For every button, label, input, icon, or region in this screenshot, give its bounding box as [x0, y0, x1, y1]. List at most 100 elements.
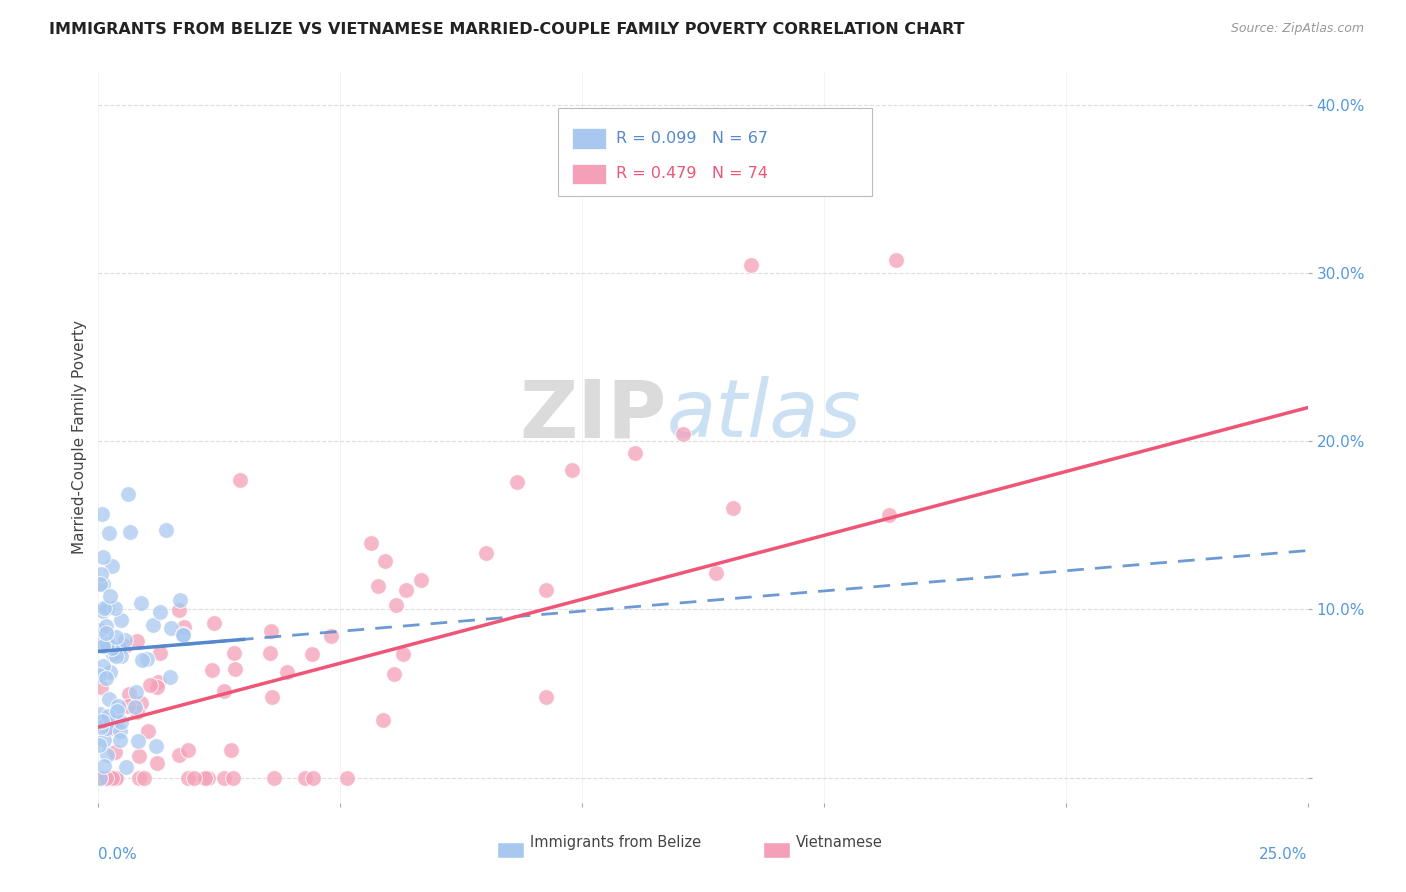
- Point: [101, 721, 124, 735]
- Point: [172, 628, 194, 642]
- Point: [360, 536, 382, 550]
- Point: [392, 647, 415, 661]
- Point: [129, 696, 152, 710]
- Point: [117, 486, 139, 500]
- Point: [183, 771, 205, 785]
- Point: [222, 771, 245, 785]
- Bar: [498, 841, 524, 858]
- Point: [294, 771, 316, 785]
- Bar: [572, 128, 606, 149]
- Point: [89, 771, 111, 785]
- Point: [136, 723, 159, 738]
- Point: [114, 632, 136, 647]
- Point: [90, 637, 112, 651]
- Point: [125, 634, 148, 648]
- Point: [172, 627, 194, 641]
- Point: [212, 771, 235, 785]
- Point: [624, 446, 647, 460]
- Point: [146, 680, 169, 694]
- Point: [202, 615, 225, 630]
- Point: [127, 734, 149, 748]
- Point: [105, 704, 128, 718]
- Bar: [572, 163, 606, 184]
- Point: [385, 598, 408, 612]
- Point: [145, 739, 167, 753]
- Point: [671, 427, 693, 442]
- Point: [104, 771, 127, 785]
- Point: [96, 671, 118, 685]
- Text: R = 0.099   N = 67: R = 0.099 N = 67: [616, 131, 768, 146]
- Point: [128, 748, 150, 763]
- Point: [104, 600, 127, 615]
- Point: [177, 771, 200, 785]
- Point: [131, 653, 153, 667]
- Point: [259, 647, 281, 661]
- Text: Vietnamese: Vietnamese: [796, 835, 883, 849]
- Point: [155, 524, 177, 538]
- Point: [108, 724, 131, 739]
- Point: [148, 675, 170, 690]
- Point: [110, 648, 132, 663]
- Point: [228, 473, 250, 487]
- Point: [89, 771, 111, 785]
- Point: [114, 640, 136, 654]
- Text: 25.0%: 25.0%: [1260, 847, 1308, 862]
- Point: [201, 663, 224, 677]
- Point: [91, 659, 114, 673]
- Point: [704, 566, 727, 581]
- Point: [149, 605, 172, 619]
- Point: [149, 646, 172, 660]
- Point: [395, 582, 418, 597]
- Text: atlas: atlas: [666, 376, 862, 454]
- Point: [129, 596, 152, 610]
- Point: [409, 573, 432, 587]
- Point: [886, 252, 908, 267]
- Point: [124, 699, 146, 714]
- Point: [534, 690, 557, 704]
- Text: 0.0%: 0.0%: [98, 847, 138, 862]
- Point: [110, 613, 132, 627]
- Point: [302, 771, 325, 785]
- Point: [94, 626, 117, 640]
- Point: [96, 716, 118, 731]
- Point: [91, 714, 114, 729]
- Point: [101, 559, 124, 574]
- Point: [105, 714, 128, 729]
- Point: [98, 665, 121, 679]
- Text: IMMIGRANTS FROM BELIZE VS VIETNAMESE MARRIED-COUPLE FAMILY POVERTY CORRELATION C: IMMIGRANTS FROM BELIZE VS VIETNAMESE MAR…: [49, 22, 965, 37]
- Text: R = 0.479   N = 74: R = 0.479 N = 74: [616, 166, 768, 181]
- Point: [160, 621, 183, 635]
- Point: [91, 604, 114, 618]
- Point: [87, 667, 110, 681]
- Point: [740, 258, 762, 272]
- Point: [877, 508, 900, 523]
- Point: [93, 732, 115, 747]
- Point: [224, 646, 246, 660]
- Point: [104, 745, 127, 759]
- Point: [101, 647, 124, 661]
- Text: Source: ZipAtlas.com: Source: ZipAtlas.com: [1230, 22, 1364, 36]
- Point: [128, 771, 150, 785]
- FancyBboxPatch shape: [558, 108, 872, 195]
- Point: [91, 550, 114, 565]
- Point: [117, 699, 139, 714]
- Point: [132, 771, 155, 785]
- Point: [127, 706, 149, 720]
- Point: [104, 648, 127, 663]
- Point: [101, 641, 124, 656]
- Point: [382, 666, 405, 681]
- Point: [91, 507, 114, 521]
- Point: [104, 771, 127, 785]
- Point: [89, 707, 111, 722]
- Point: [94, 771, 117, 785]
- Point: [374, 554, 396, 568]
- Point: [142, 618, 165, 632]
- Point: [561, 463, 583, 477]
- Point: [94, 619, 117, 633]
- Point: [93, 758, 115, 772]
- Point: [89, 576, 111, 591]
- Point: [96, 721, 118, 735]
- Point: [301, 647, 323, 661]
- Point: [173, 620, 195, 634]
- Text: Immigrants from Belize: Immigrants from Belize: [530, 835, 702, 849]
